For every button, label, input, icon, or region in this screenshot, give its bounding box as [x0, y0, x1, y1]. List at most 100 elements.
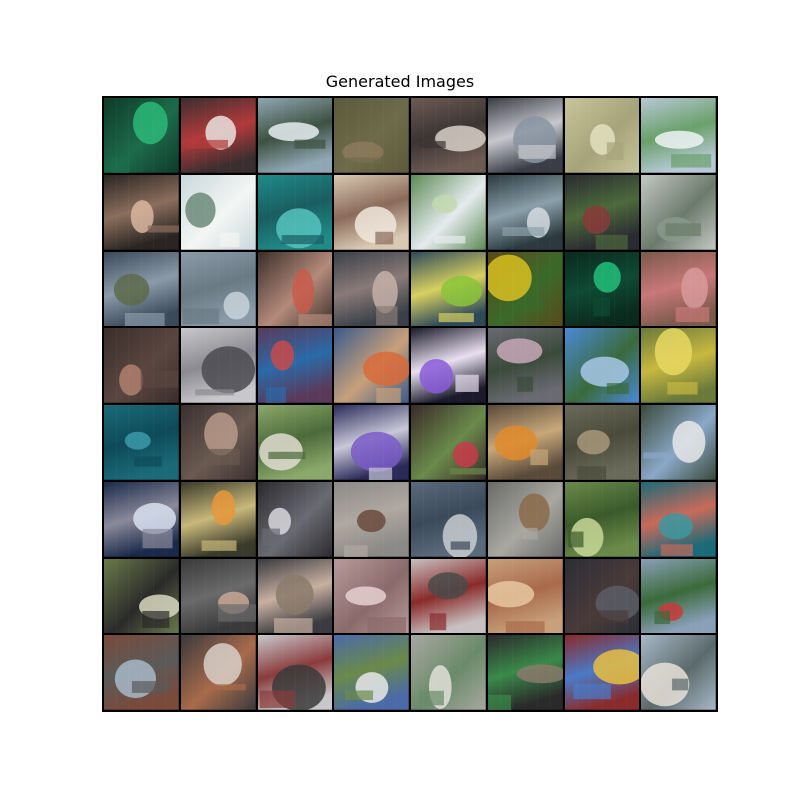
- generated-image-tile: [564, 251, 640, 327]
- tile-detail: [343, 157, 382, 164]
- tile-image: [487, 328, 563, 403]
- tile-subject: [487, 254, 532, 301]
- generated-image-tile: [487, 251, 563, 327]
- figure-title: Generated Images: [325, 72, 475, 91]
- generated-image-tile: [641, 98, 716, 173]
- generated-image-tile: [334, 98, 409, 173]
- tile-image: [411, 328, 486, 403]
- tile-subject: [132, 101, 168, 145]
- generated-image-tile: [411, 328, 486, 403]
- tile-detail: [194, 389, 234, 396]
- tile-detail: [182, 307, 220, 324]
- tile-image: [641, 328, 716, 403]
- generated-image-tile: [564, 635, 640, 710]
- tile-image: [411, 558, 486, 634]
- tile-image: [180, 405, 256, 480]
- tile-detail: [521, 527, 538, 540]
- tile-detail: [376, 388, 401, 403]
- tile-detail: [595, 234, 628, 250]
- tile-subject: [681, 266, 709, 309]
- tile-subject: [496, 338, 543, 364]
- tile-subject: [345, 585, 387, 605]
- tile-subject: [124, 431, 151, 450]
- tile-detail: [419, 141, 446, 148]
- generated-image-tile: [564, 481, 640, 557]
- tile-image: [641, 481, 716, 557]
- tile-subject: [185, 192, 216, 228]
- tile-subject: [211, 489, 236, 526]
- generated-image-tile: [411, 405, 486, 480]
- generated-image-tile: [257, 558, 333, 634]
- tile-detail: [505, 620, 545, 634]
- tile-detail: [654, 610, 671, 624]
- tile-detail: [217, 603, 256, 622]
- tile-subject: [435, 125, 486, 152]
- generated-image-tile: [564, 174, 640, 250]
- tile-detail: [265, 387, 286, 403]
- tile-image: [334, 405, 409, 480]
- tile-detail: [134, 456, 162, 467]
- tile-image: [257, 251, 333, 327]
- generated-image-tile: [487, 405, 563, 480]
- tile-detail: [522, 297, 543, 312]
- tile-subject: [494, 425, 538, 461]
- generated-image-tile: [180, 635, 256, 710]
- tile-image: [104, 558, 179, 634]
- tile-detail: [438, 312, 474, 322]
- generated-image-tile: [180, 98, 256, 173]
- tile-subject: [203, 412, 238, 456]
- generated-image-tile: [104, 558, 179, 634]
- tile-detail: [518, 144, 556, 159]
- tile-subject: [655, 328, 693, 376]
- tile-image: [257, 558, 333, 634]
- generated-image-tile: [257, 98, 333, 173]
- generated-image-tile: [257, 481, 333, 557]
- tile-image: [641, 174, 716, 250]
- tile-detail: [259, 690, 295, 709]
- tile-detail: [376, 305, 398, 325]
- generated-image-tile: [641, 558, 716, 634]
- generated-image-tile: [257, 251, 333, 327]
- tile-image: [180, 481, 256, 557]
- generated-image-tile: [334, 481, 409, 557]
- tile-image: [641, 98, 716, 173]
- generated-image-tile: [411, 98, 486, 173]
- tile-image: [487, 251, 563, 327]
- tile-background: [411, 405, 486, 480]
- tile-detail: [375, 231, 394, 245]
- tile-subject: [363, 351, 409, 387]
- tile-image: [257, 481, 333, 557]
- tile-image: [104, 174, 179, 250]
- tile-subject: [113, 273, 150, 306]
- generated-image-tile: [104, 98, 179, 173]
- tile-detail: [450, 541, 471, 550]
- tile-subject: [201, 346, 255, 394]
- generated-image-tile: [641, 251, 716, 327]
- generated-image-tile: [180, 328, 256, 403]
- generated-image-tile: [641, 174, 716, 250]
- tile-image: [641, 635, 716, 710]
- tile-subject: [518, 493, 550, 532]
- tile-detail: [675, 306, 710, 322]
- generated-image-tile: [180, 405, 256, 480]
- tile-detail: [584, 609, 628, 623]
- generated-image-tile: [564, 405, 640, 480]
- generated-image-tile: [104, 328, 179, 403]
- generated-image-tile: [180, 558, 256, 634]
- tile-subject: [119, 364, 144, 396]
- tile-image: [564, 635, 640, 710]
- tile-detail: [516, 377, 533, 392]
- generated-image-tile: [564, 98, 640, 173]
- generated-image-tile: [334, 635, 409, 710]
- tile-detail: [281, 234, 324, 244]
- tile-image: [180, 174, 256, 250]
- tile-detail: [142, 528, 173, 549]
- generated-image-tile: [334, 405, 409, 480]
- tile-detail: [267, 451, 305, 460]
- tile-subject: [672, 420, 706, 463]
- tile-image: [487, 98, 563, 173]
- tile-background: [487, 174, 563, 250]
- tile-subject: [342, 141, 384, 163]
- tile-image: [180, 558, 256, 634]
- tile-detail: [273, 617, 313, 634]
